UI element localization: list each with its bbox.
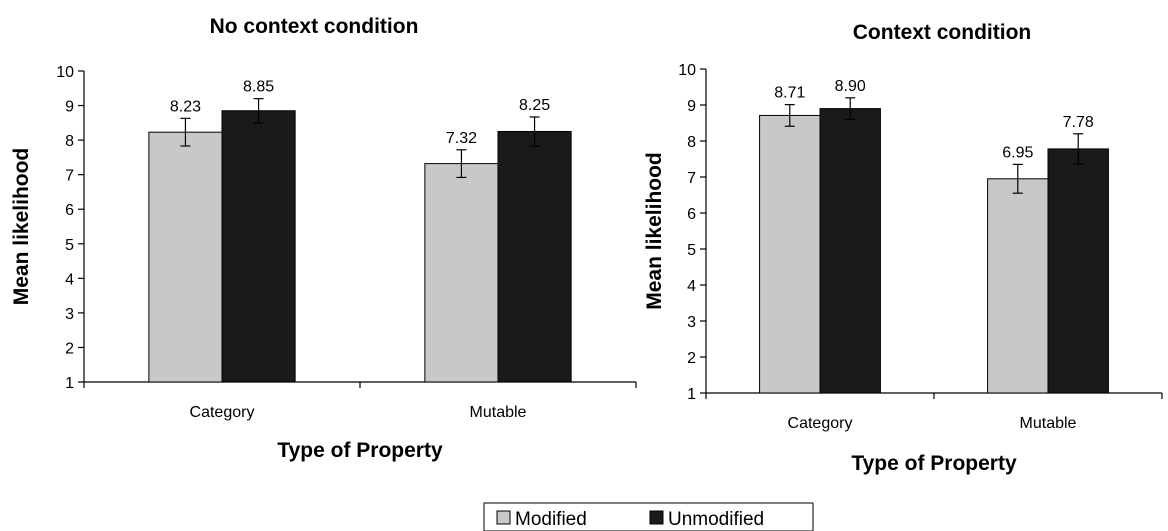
y-axis-title: Mean likelihood	[10, 148, 33, 306]
y-tick-label: 9	[687, 98, 696, 115]
data-label-modified-mutable: 6.95	[1002, 144, 1033, 161]
y-tick-label: 2	[65, 340, 74, 357]
y-tick-label: 8	[65, 133, 74, 150]
y-tick-label: 10	[56, 64, 74, 81]
category-label-mutable: Mutable	[1020, 415, 1077, 432]
data-label-unmodified-category: 8.85	[243, 79, 274, 96]
y-tick-label: 4	[65, 271, 74, 288]
y-tick-label: 7	[65, 168, 74, 185]
y-tick-label: 9	[65, 99, 74, 116]
chart-title: Context condition	[853, 21, 1031, 44]
y-tick-label: 8	[687, 134, 696, 151]
category-label-mutable: Mutable	[470, 404, 527, 421]
legend-label-modified: Modified	[515, 509, 587, 530]
bar-unmodified-category	[819, 108, 881, 394]
x-axis-title: Type of Property	[851, 452, 1017, 475]
y-tick-label: 6	[65, 202, 74, 219]
y-tick-label: 1	[65, 375, 74, 392]
legend-swatch-unmodified	[649, 510, 664, 525]
chart-no-context: No context condition 1 2 3 4 5 6 7 8 9 10 Category 8…	[10, 15, 637, 462]
category-label-category: Category	[190, 404, 255, 421]
y-tick-label: 10	[678, 62, 696, 79]
y-tick-label: 3	[65, 306, 74, 323]
chart-context: Context condition 1 2 3 4 5 6 7 8 9 10 Category 8.71…	[643, 21, 1163, 475]
data-label-modified-mutable: 7.32	[446, 130, 477, 147]
y-tick-label: 2	[687, 350, 696, 367]
y-tick-label: 5	[687, 242, 696, 259]
data-label-unmodified-mutable: 8.25	[519, 97, 550, 114]
bar-unmodified-category	[221, 110, 296, 383]
legend-swatch-modified	[496, 510, 511, 525]
legend-label-unmodified: Unmodified	[668, 509, 764, 530]
legend-box	[483, 502, 814, 531]
data-label-unmodified-category: 8.90	[835, 78, 866, 95]
bar-modified-category	[759, 114, 821, 394]
y-axis-title: Mean likelihood	[643, 152, 666, 310]
y-tick-label: 1	[687, 386, 696, 403]
category-label-category: Category	[788, 415, 853, 432]
data-label-modified-category: 8.23	[170, 98, 201, 115]
x-axis-title: Type of Property	[277, 439, 443, 462]
y-tick-label: 4	[687, 278, 696, 295]
data-label-modified-category: 8.71	[774, 85, 805, 102]
y-tick-label: 3	[687, 314, 696, 331]
y-tick-label: 6	[687, 206, 696, 223]
bar-unmodified-mutable	[1047, 148, 1109, 394]
legend: Modified Unmodified	[483, 502, 814, 531]
bar-modified-mutable	[987, 178, 1049, 394]
bar-unmodified-mutable	[497, 130, 572, 383]
bar-modified-mutable	[424, 163, 499, 383]
chart-title: No context condition	[210, 15, 419, 38]
y-tick-label: 5	[65, 237, 74, 254]
y-tick-label: 7	[687, 170, 696, 187]
data-label-unmodified-mutable: 7.78	[1063, 114, 1094, 131]
bar-modified-category	[148, 131, 223, 383]
